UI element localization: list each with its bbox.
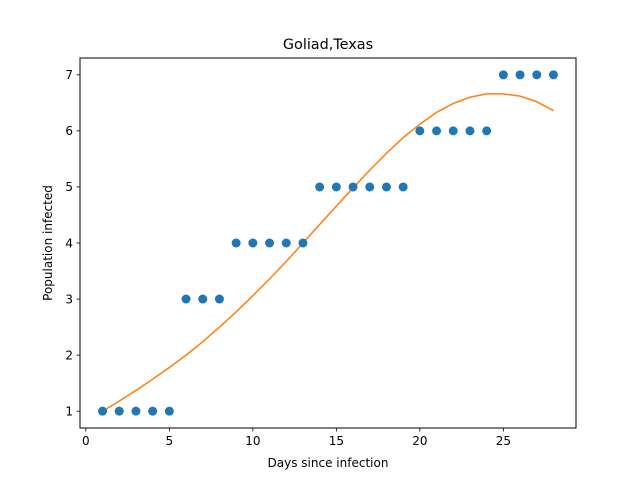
data-point [265,238,275,248]
x-tick-label: 25 [496,434,511,448]
data-point [532,70,542,80]
data-point [298,238,308,248]
plot-background [80,58,576,428]
x-tick-label: 5 [166,434,174,448]
data-point [432,126,442,136]
x-tick-label: 0 [82,434,90,448]
y-tick-label: 2 [65,348,73,362]
y-tick-label: 3 [65,292,73,306]
data-point [164,406,174,416]
x-tick-label: 10 [245,434,260,448]
y-tick-label: 1 [65,404,73,418]
y-tick-label: 4 [65,236,73,250]
y-axis-label: Population infected [41,185,55,301]
x-axis-ticks: 0 5 10 15 20 25 [82,428,511,448]
data-point [248,238,258,248]
data-point [281,238,291,248]
data-point [98,406,108,416]
data-point [331,182,341,192]
x-tick-label: 15 [329,434,344,448]
data-point [548,70,558,80]
data-point [381,182,391,192]
data-point [148,406,158,416]
data-point [214,294,224,304]
chart-marks [98,70,558,416]
x-axis-label: Days since infection [268,456,389,470]
data-point [498,70,508,80]
data-point [198,294,208,304]
data-point [231,238,241,248]
y-tick-label: 6 [65,124,73,138]
y-tick-label: 7 [65,68,73,82]
data-point [515,70,525,80]
data-point [448,126,458,136]
data-point [482,126,492,136]
data-point [415,126,425,136]
data-point [365,182,375,192]
data-point [181,294,191,304]
fit-line [102,93,554,412]
x-tick-label: 20 [412,434,427,448]
data-point [131,406,141,416]
data-point [398,182,408,192]
y-axis-ticks: 1 2 3 4 5 6 7 [65,68,80,418]
data-point [315,182,325,192]
data-point [114,406,124,416]
chart-title: Goliad,Texas [283,37,373,53]
data-point [348,182,358,192]
data-point [465,126,475,136]
y-tick-label: 5 [65,180,73,194]
